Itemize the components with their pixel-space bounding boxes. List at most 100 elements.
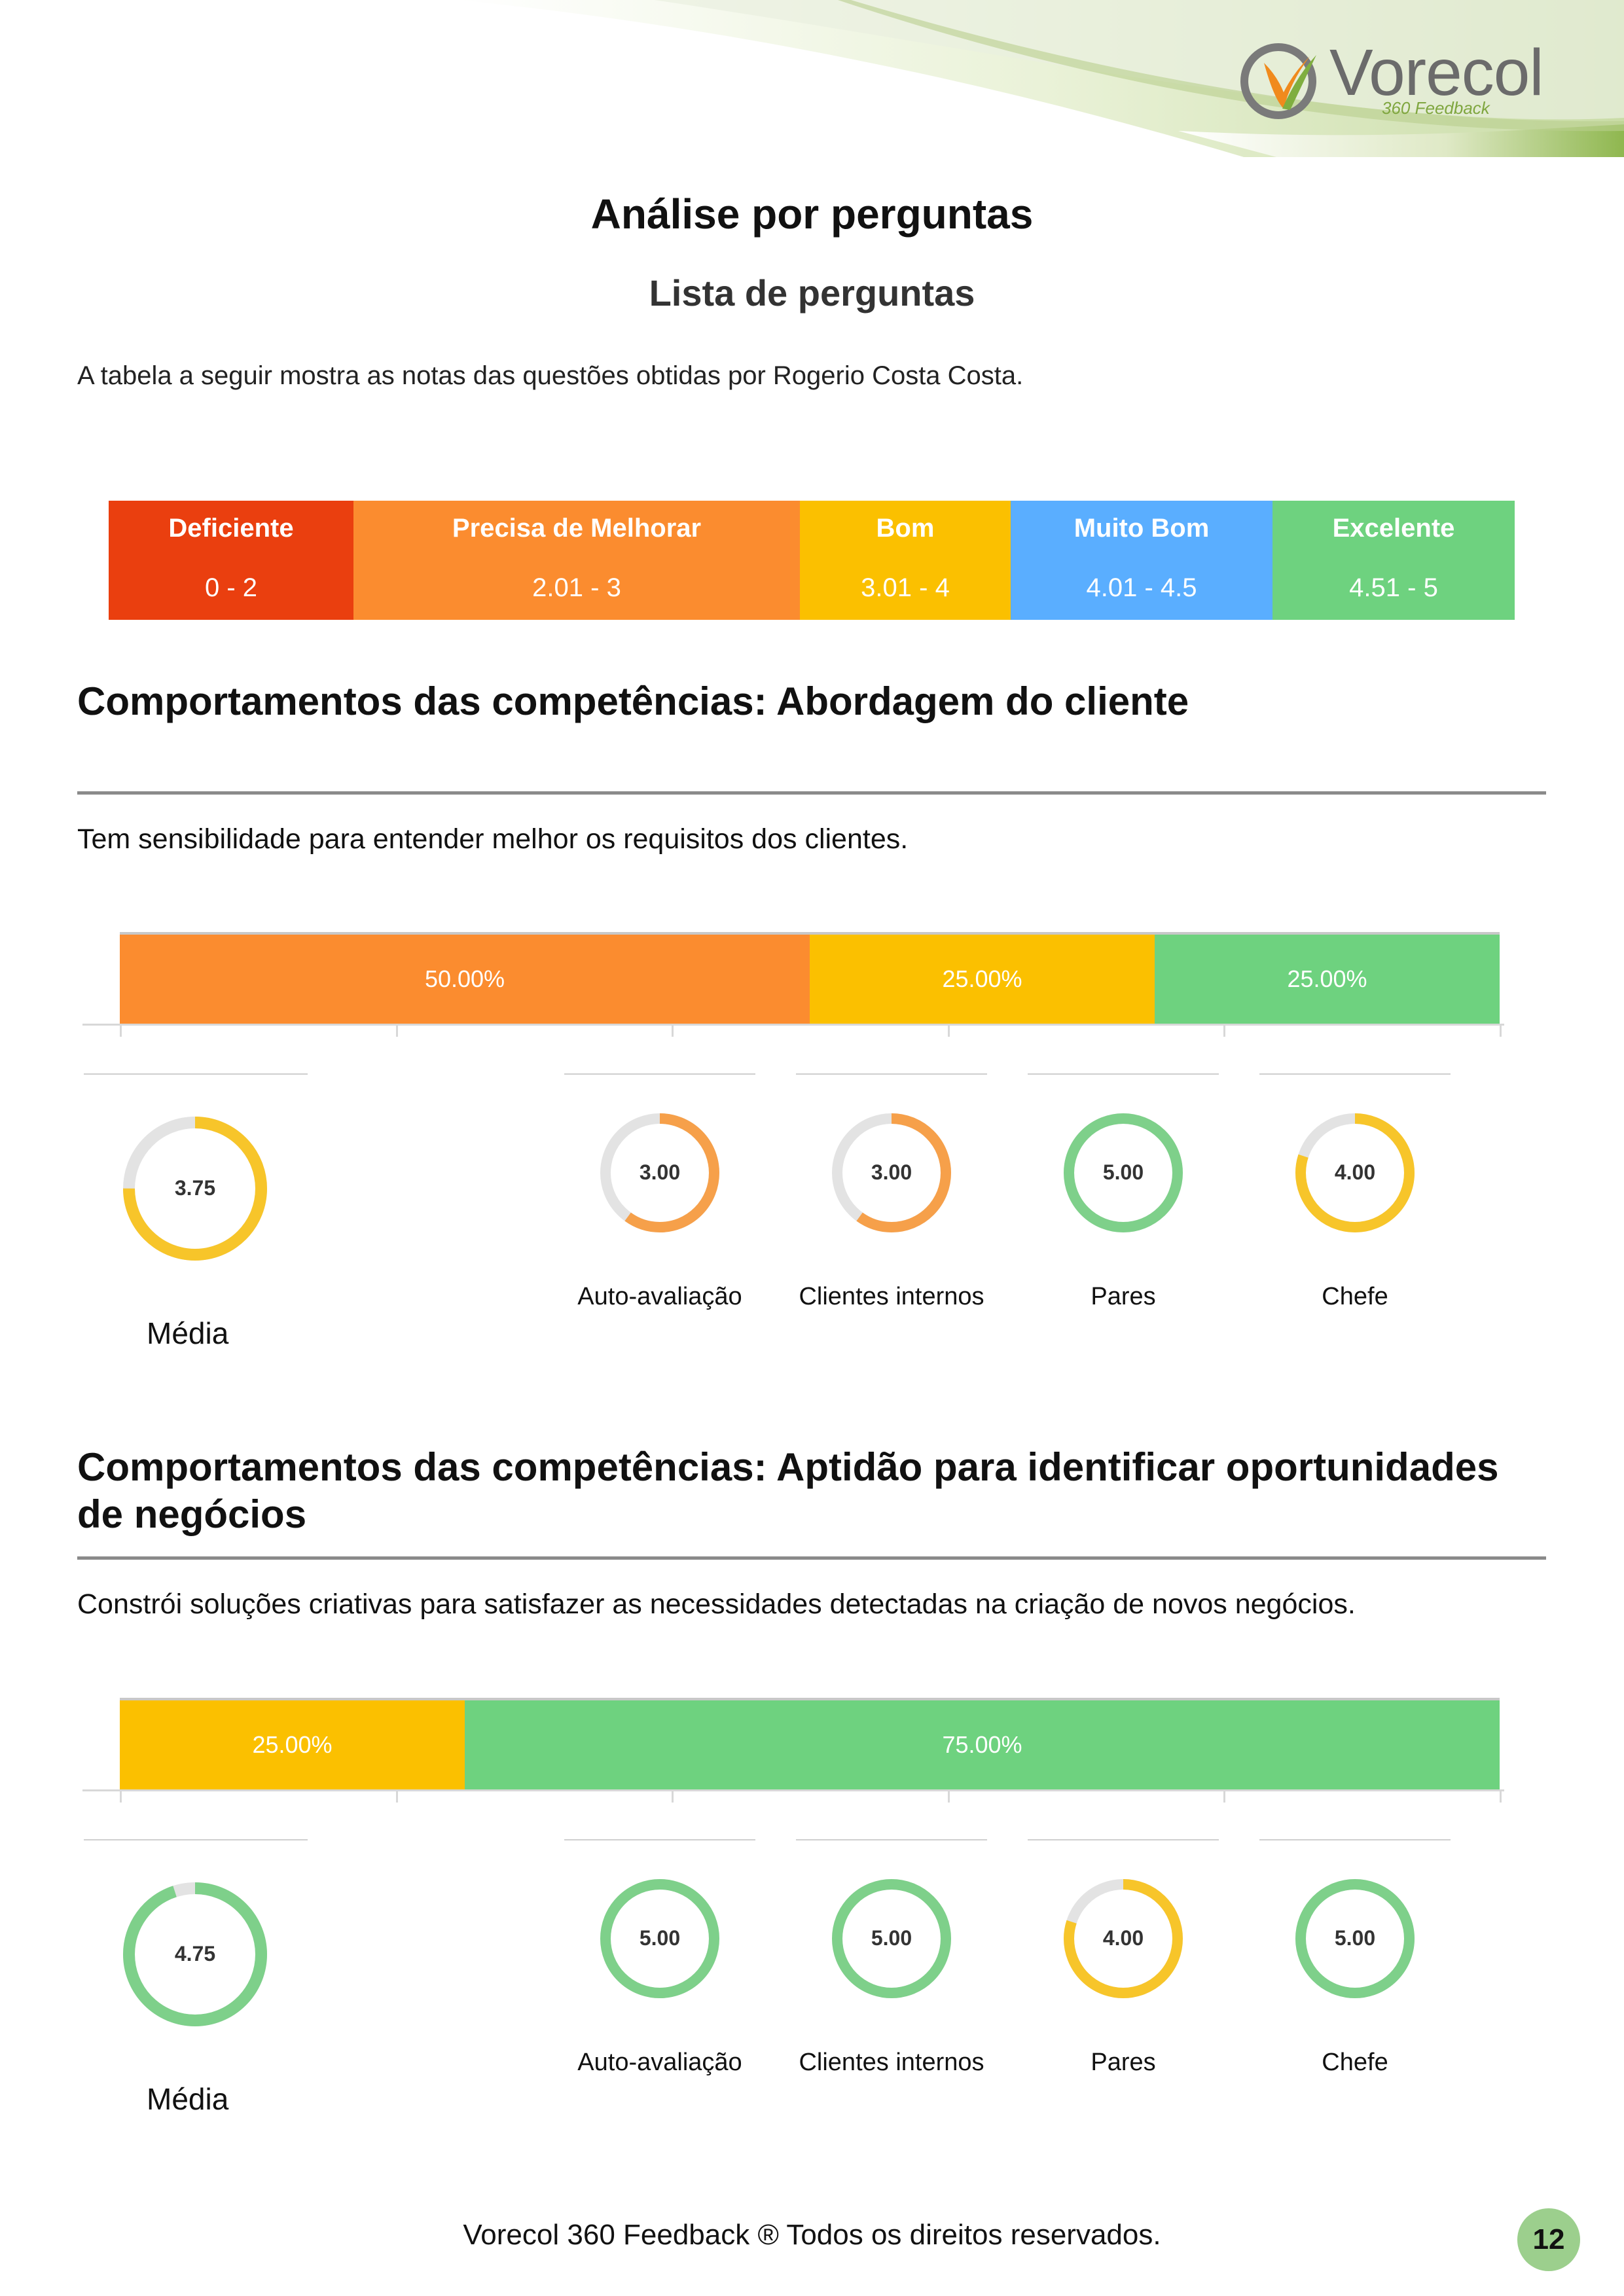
axis-tick bbox=[1500, 1789, 1502, 1803]
donut-value: 3.00 bbox=[871, 1160, 912, 1184]
donut-fill bbox=[1064, 1113, 1183, 1232]
axis-tick bbox=[672, 1789, 674, 1803]
axis-tick bbox=[395, 1789, 398, 1803]
axis-tick bbox=[1223, 1024, 1226, 1037]
donut-fill bbox=[123, 1117, 267, 1261]
donut-ring bbox=[600, 1879, 719, 1998]
donut-value: 3.75 bbox=[174, 1176, 216, 1200]
donut-divider bbox=[1028, 1073, 1219, 1075]
donut-divider bbox=[84, 1073, 308, 1075]
group-donut: 3.00 bbox=[595, 1108, 725, 1238]
legend-label: Bom bbox=[876, 513, 935, 543]
legend-label: Precisa de Melhorar bbox=[452, 513, 702, 543]
group-label: Auto-avaliação bbox=[577, 1283, 742, 1310]
group-label: Pares bbox=[1091, 1283, 1156, 1310]
legend-cell-1: Deficiente 0 - 2 bbox=[109, 501, 353, 620]
section-divider-1 bbox=[77, 791, 1546, 795]
axis-tick bbox=[120, 1024, 122, 1037]
section-divider-2 bbox=[77, 1556, 1546, 1560]
group-donut: 5.00 bbox=[1058, 1108, 1188, 1238]
page-subtitle: Lista de perguntas bbox=[649, 272, 975, 314]
legend-range: 4.01 - 4.5 bbox=[1086, 573, 1197, 602]
donut-value: 5.00 bbox=[1334, 1926, 1376, 1950]
donut-value: 4.00 bbox=[1334, 1160, 1376, 1184]
bar-segment: 75.00% bbox=[465, 1700, 1500, 1789]
average-donut: 4.75 bbox=[117, 1876, 273, 2032]
donut-ring bbox=[1295, 1113, 1415, 1232]
vorecol-logo: Vorecol 360 Feedback bbox=[1238, 33, 1604, 124]
question-text-1: Tem sensibilidade para entender melhor o… bbox=[77, 823, 909, 855]
distribution-bar-2: 25.00% 75.00% bbox=[82, 1698, 1504, 1848]
group-label: Clientes internos bbox=[799, 2049, 984, 2076]
donut-divider bbox=[1028, 1839, 1219, 1840]
vorecol-logo-mark-icon bbox=[1240, 43, 1316, 119]
donut-divider bbox=[564, 1839, 755, 1840]
group-label: Pares bbox=[1091, 2049, 1156, 2076]
average-label: Média bbox=[147, 2082, 229, 2116]
axis-tick bbox=[395, 1024, 398, 1037]
footer-copyright: Vorecol 360 Feedback ® Todos os direitos… bbox=[463, 2219, 1161, 2251]
donut-value: 4.00 bbox=[1102, 1926, 1144, 1950]
donut-fill bbox=[832, 1879, 951, 1998]
axis-tick bbox=[947, 1024, 950, 1037]
question-text-2: Constrói soluções criativas para satisfa… bbox=[77, 1588, 1356, 1620]
donut-value: 5.00 bbox=[1102, 1160, 1144, 1184]
group-label: Chefe bbox=[1322, 2049, 1388, 2076]
group-label: Auto-avaliação bbox=[577, 2049, 742, 2076]
donut-value: 4.75 bbox=[174, 1942, 216, 1965]
donut-ring bbox=[123, 1117, 267, 1261]
score-legend-table: Deficiente 0 - 2 Precisa de Melhorar 2.01 -… bbox=[109, 501, 1515, 620]
score-donuts-1: 3.75 Média 3.00 Auto-avaliação 3.00 Clientes … bbox=[0, 1073, 1624, 1361]
donut-value: 5.00 bbox=[639, 1926, 681, 1950]
legend-label: Excelente bbox=[1332, 513, 1455, 543]
donut-fill bbox=[1295, 1879, 1415, 1998]
legend-label: Muito Bom bbox=[1074, 513, 1210, 543]
legend-label: Deficiente bbox=[168, 513, 294, 543]
donut-value: 3.00 bbox=[639, 1160, 681, 1184]
intro-text: A tabela a seguir mostra as notas das qu… bbox=[77, 361, 1024, 390]
section-title-2: Comportamentos das competências: Aptidão… bbox=[77, 1445, 1499, 1536]
axis-tick bbox=[120, 1789, 122, 1803]
group-donut: 4.00 bbox=[1290, 1108, 1420, 1238]
group-label: Clientes internos bbox=[799, 1283, 984, 1310]
donut-ring bbox=[1064, 1113, 1183, 1232]
donut-ring bbox=[123, 1882, 267, 2026]
header-banner bbox=[458, 0, 1624, 157]
donut-divider bbox=[796, 1073, 987, 1075]
donut-ring bbox=[832, 1113, 951, 1232]
axis-tick bbox=[947, 1789, 950, 1803]
donut-fill bbox=[1295, 1113, 1415, 1232]
donut-fill bbox=[123, 1882, 267, 2026]
group-donut: 5.00 bbox=[827, 1874, 956, 2003]
donut-value: 5.00 bbox=[871, 1926, 912, 1950]
legend-cell-4: Muito Bom 4.01 - 4.5 bbox=[1011, 501, 1272, 620]
donut-divider bbox=[564, 1073, 755, 1075]
axis-tick bbox=[672, 1024, 674, 1037]
donut-divider bbox=[1259, 1073, 1451, 1075]
stacked-bar: 50.00% 25.00% 25.00% bbox=[120, 932, 1500, 1024]
group-donut: 3.00 bbox=[827, 1108, 956, 1238]
donut-fill bbox=[832, 1113, 951, 1232]
legend-range: 2.01 - 3 bbox=[532, 573, 621, 602]
donut-fill bbox=[600, 1879, 719, 1998]
donut-ring bbox=[1295, 1879, 1415, 1998]
bar-segment: 25.00% bbox=[1155, 935, 1500, 1024]
group-donut: 4.00 bbox=[1058, 1874, 1188, 2003]
group-label: Chefe bbox=[1322, 1283, 1388, 1310]
bar-axis bbox=[82, 1024, 1504, 1026]
donut-fill bbox=[1064, 1879, 1183, 1998]
legend-range: 3.01 - 4 bbox=[861, 573, 950, 602]
page-title: Análise por perguntas bbox=[590, 190, 1034, 238]
donut-divider bbox=[84, 1839, 308, 1840]
legend-range: 4.51 - 5 bbox=[1349, 573, 1438, 602]
section-title-1: Comportamentos das competências: Abordag… bbox=[77, 679, 1189, 723]
legend-range: 0 - 2 bbox=[204, 573, 258, 602]
stacked-bar: 25.00% 75.00% bbox=[120, 1698, 1500, 1789]
group-donut: 5.00 bbox=[1290, 1874, 1420, 2003]
distribution-bar-1: 50.00% 25.00% 25.00% bbox=[82, 932, 1504, 1083]
donut-ring bbox=[1064, 1879, 1183, 1998]
legend-cell-2: Precisa de Melhorar 2.01 - 3 bbox=[353, 501, 800, 620]
logo-tagline: 360 Feedback bbox=[1382, 98, 1490, 118]
legend-cell-3: Bom 3.01 - 4 bbox=[800, 501, 1011, 620]
average-label: Média bbox=[147, 1316, 229, 1350]
